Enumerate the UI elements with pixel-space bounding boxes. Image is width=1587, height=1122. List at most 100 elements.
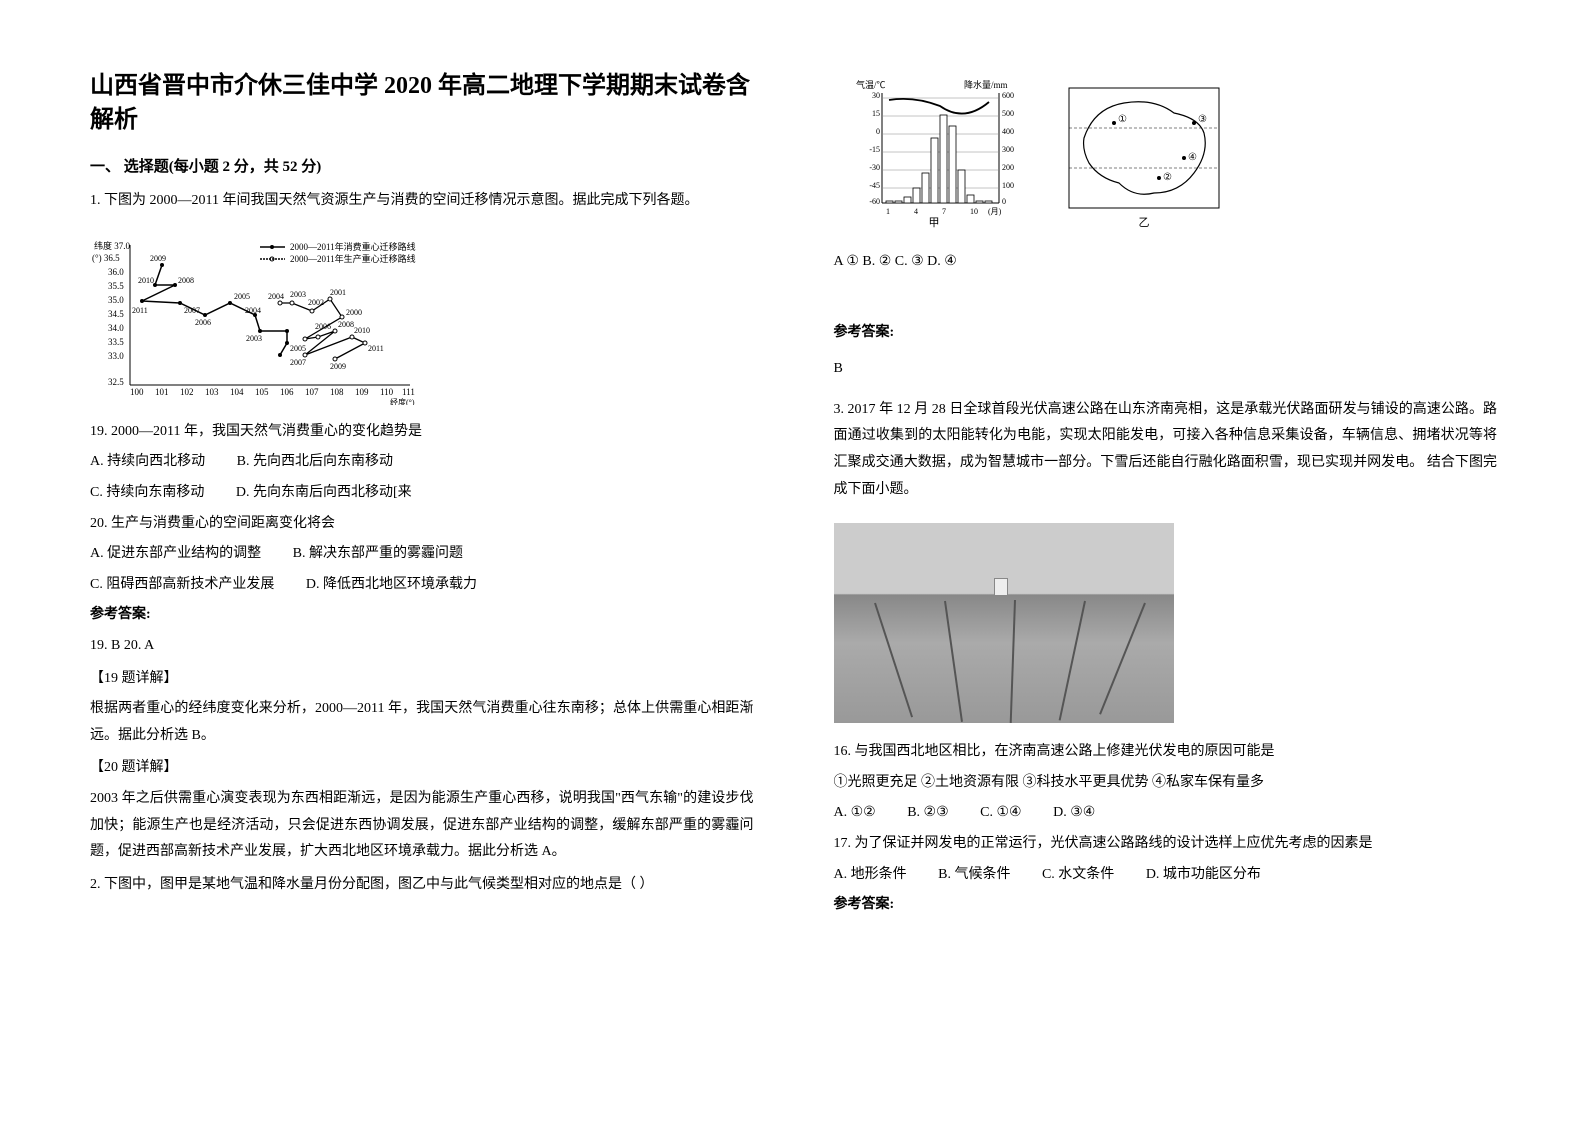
q1-sub20-opts-row2: C. 阻碍西部高新技术产业发展 D. 降低西北地区环境承载力 bbox=[90, 572, 754, 599]
svg-text:111: 111 bbox=[402, 387, 415, 397]
svg-text:104: 104 bbox=[230, 387, 244, 397]
svg-text:2000: 2000 bbox=[346, 308, 362, 317]
svg-text:107: 107 bbox=[305, 387, 319, 397]
q1-sub19-opts-row2: C. 持续向东南移动 D. 先向东南后向西北移动[来 bbox=[90, 480, 754, 507]
q1-19-B: B. 先向西北后向东南移动 bbox=[237, 454, 393, 469]
q1-sub19-opts-row1: A. 持续向西北移动 B. 先向西北后向东南移动 bbox=[90, 449, 754, 476]
q2-figures: 气温/℃ 降水量/mm 30150 -15-30-45-60 600500400… bbox=[854, 78, 1498, 233]
q3-sub16: 16. 与我国西北地区相比，在济南高速公路上修建光伏发电的原因可能是 bbox=[834, 739, 1498, 766]
climate-svg: 气温/℃ 降水量/mm 30150 -15-30-45-60 600500400… bbox=[854, 78, 1024, 228]
svg-text:109: 109 bbox=[355, 387, 369, 397]
svg-text:108: 108 bbox=[330, 387, 344, 397]
q1-20-C: C. 阻碍西部高新技术产业发展 bbox=[90, 577, 274, 592]
svg-text:2000—2011年消费重心迁移路线: 2000—2011年消费重心迁移路线 bbox=[290, 241, 416, 252]
svg-text:7: 7 bbox=[942, 207, 946, 216]
svg-text:15: 15 bbox=[872, 109, 880, 118]
svg-text:-15: -15 bbox=[869, 145, 880, 154]
q3-answer-label: 参考答案: bbox=[834, 892, 1498, 919]
svg-text:0: 0 bbox=[876, 127, 880, 136]
svg-text:4: 4 bbox=[914, 207, 918, 216]
y-axis-label: 纬度 37.0 bbox=[94, 240, 131, 251]
svg-text:气温/℃: 气温/℃ bbox=[856, 79, 886, 90]
exam-title: 山西省晋中市介休三佳中学 2020 年高二地理下学期期末试卷含解析 bbox=[90, 70, 754, 137]
q1-detail20-label: 【20 题详解】 bbox=[90, 755, 754, 782]
q3-sub17: 17. 为了保证并网发电的正常运行，光伏高速公路路线的设计选样上应优先考虑的因素… bbox=[834, 831, 1498, 858]
right-column: 气温/℃ 降水量/mm 30150 -15-30-45-60 600500400… bbox=[834, 70, 1498, 1072]
q1-detail20: 2003 年之后供需重心演变表现为东西相距渐远，是因为能源生产重心西移，说明我国… bbox=[90, 786, 754, 866]
svg-text:-60: -60 bbox=[869, 197, 880, 206]
svg-text:2001: 2001 bbox=[330, 288, 346, 297]
q2-options: A ① B. ② C. ③ D. ④ bbox=[834, 249, 1498, 276]
svg-text:36.0: 36.0 bbox=[108, 267, 124, 277]
svg-text:34.0: 34.0 bbox=[108, 323, 124, 333]
q3-stem: 3. 2017 年 12 月 28 日全球首段光伏高速公路在山东济南亮相，这是承… bbox=[834, 397, 1498, 503]
svg-text:500: 500 bbox=[1002, 109, 1014, 118]
svg-text:400: 400 bbox=[1002, 127, 1014, 136]
q3-17-C: C. 水文条件 bbox=[1042, 867, 1114, 882]
svg-text:2006: 2006 bbox=[315, 322, 331, 331]
q3-sub17-opts: A. 地形条件 B. 气候条件 C. 水文条件 D. 城市功能区分布 bbox=[834, 862, 1498, 889]
q1-sub19: 19. 2000—2011 年，我国天然气消费重心的变化趋势是 bbox=[90, 419, 754, 446]
q1-detail19-label: 【19 题详解】 bbox=[90, 666, 754, 693]
svg-text:(°) 36.5: (°) 36.5 bbox=[92, 253, 120, 263]
svg-text:2010: 2010 bbox=[138, 276, 154, 285]
svg-text:34.5: 34.5 bbox=[108, 309, 124, 319]
svg-text:35.0: 35.0 bbox=[108, 295, 124, 305]
migration-chart-svg: 纬度 37.0 (°) 36.5 36.0 35.5 35.0 34.5 34.… bbox=[90, 235, 420, 405]
q2-answer-label: 参考答案: bbox=[834, 320, 1498, 347]
svg-text:2010: 2010 bbox=[354, 326, 370, 335]
svg-text:2008: 2008 bbox=[338, 320, 354, 329]
svg-text:105: 105 bbox=[255, 387, 269, 397]
svg-text:2006: 2006 bbox=[195, 318, 211, 327]
svg-text:②: ② bbox=[1163, 172, 1172, 183]
svg-text:600: 600 bbox=[1002, 91, 1014, 100]
map-svg: ① ② ③ ④ 乙 bbox=[1064, 78, 1224, 228]
svg-text:106: 106 bbox=[280, 387, 294, 397]
svg-text:32.5: 32.5 bbox=[108, 377, 124, 387]
q1-sub20-opts-row1: A. 促进东部产业结构的调整 B. 解决东部严重的雾霾问题 bbox=[90, 541, 754, 568]
svg-text:101: 101 bbox=[155, 387, 169, 397]
q2-answer: B bbox=[834, 356, 1498, 383]
q3-16-A: A. ①② bbox=[834, 805, 876, 820]
q3-17-A: A. 地形条件 bbox=[834, 867, 907, 882]
q1-19-A: A. 持续向西北移动 bbox=[90, 454, 205, 469]
svg-text:200: 200 bbox=[1002, 163, 1014, 172]
svg-text:2011: 2011 bbox=[368, 344, 384, 353]
svg-text:2005: 2005 bbox=[290, 344, 306, 353]
q1-20-D: D. 降低西北地区环境承载力 bbox=[306, 577, 477, 592]
q1-answer: 19. B 20. A bbox=[90, 633, 754, 660]
svg-text:10: 10 bbox=[970, 207, 978, 216]
q1-20-B: B. 解决东部严重的雾霾问题 bbox=[293, 546, 463, 561]
svg-text:1: 1 bbox=[886, 207, 890, 216]
svg-text:2004: 2004 bbox=[268, 292, 284, 301]
q3-sub16-line2: ①光照更充足 ②土地资源有限 ③科技水平更具优势 ④私家车保有量多 bbox=[834, 770, 1498, 797]
svg-text:0: 0 bbox=[1002, 197, 1006, 206]
svg-text:2000—2011年生产重心迁移路线: 2000—2011年生产重心迁移路线 bbox=[290, 253, 416, 264]
svg-text:35.5: 35.5 bbox=[108, 281, 124, 291]
svg-text:降水量/mm: 降水量/mm bbox=[964, 79, 1008, 90]
svg-text:2007: 2007 bbox=[290, 358, 306, 367]
svg-text:300: 300 bbox=[1002, 145, 1014, 154]
q3-16-C: C. ①④ bbox=[980, 805, 1021, 820]
svg-text:乙: 乙 bbox=[1138, 216, 1149, 228]
svg-text:甲: 甲 bbox=[928, 217, 939, 228]
svg-text:103: 103 bbox=[205, 387, 219, 397]
svg-text:2009: 2009 bbox=[150, 254, 166, 263]
svg-text:经度(°): 经度(°) bbox=[390, 397, 415, 405]
q3-16-B: B. ②③ bbox=[907, 805, 948, 820]
svg-text:110: 110 bbox=[380, 387, 394, 397]
svg-text:2003: 2003 bbox=[290, 290, 306, 299]
svg-text:(月): (月) bbox=[988, 207, 1002, 216]
svg-text:2009: 2009 bbox=[330, 362, 346, 371]
highway-photo bbox=[834, 523, 1174, 723]
svg-text:2007: 2007 bbox=[184, 306, 200, 315]
svg-text:-30: -30 bbox=[869, 163, 880, 172]
q1-chart: 纬度 37.0 (°) 36.5 36.0 35.5 35.0 34.5 34.… bbox=[90, 235, 754, 405]
svg-text:2011: 2011 bbox=[132, 306, 148, 315]
svg-text:100: 100 bbox=[130, 387, 144, 397]
section-1-header: 一、 选择题(每小题 2 分，共 52 分) bbox=[90, 155, 754, 176]
q1-19-C: C. 持续向东南移动 bbox=[90, 485, 204, 500]
svg-text:2005: 2005 bbox=[234, 292, 250, 301]
q1-detail19: 根据两者重心的经纬度变化来分析，2000—2011 年，我国天然气消费重心往东南… bbox=[90, 696, 754, 749]
svg-text:100: 100 bbox=[1002, 181, 1014, 190]
